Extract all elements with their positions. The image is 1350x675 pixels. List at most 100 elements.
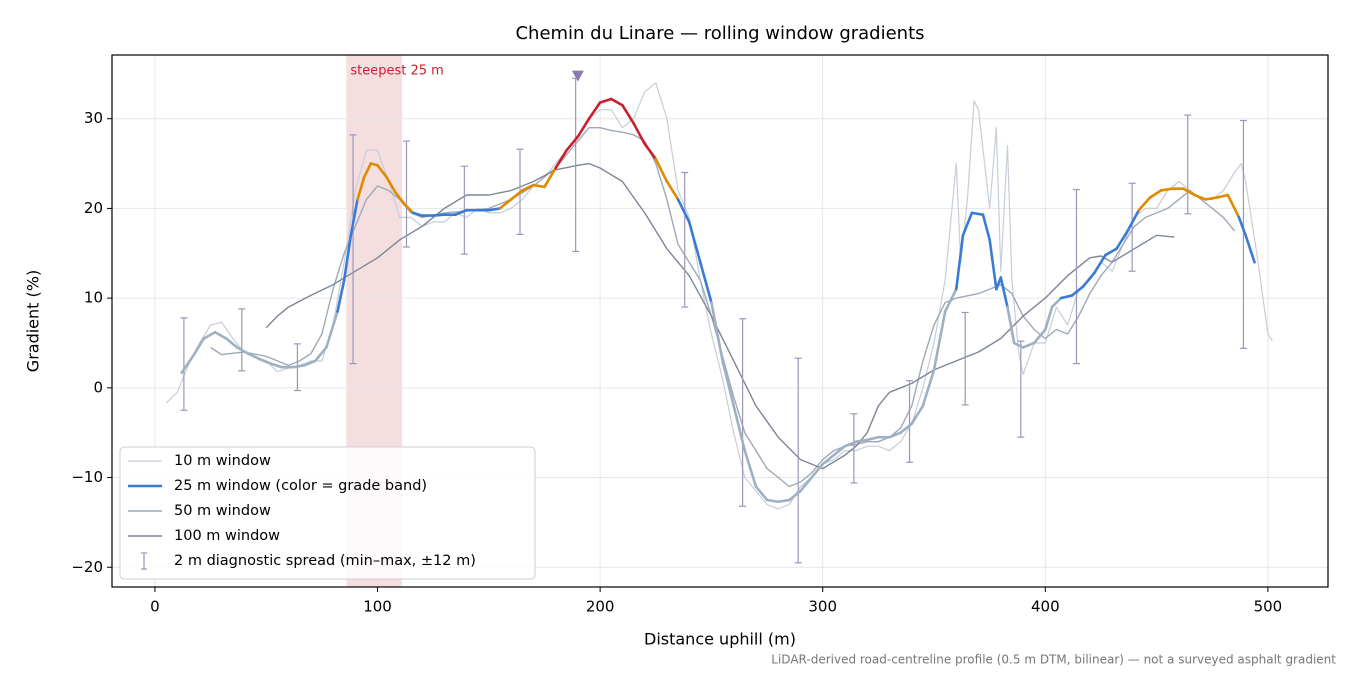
line-segment — [888, 431, 902, 439]
line-segment — [554, 148, 569, 170]
line-segment — [776, 498, 791, 504]
line-segment — [487, 207, 502, 212]
line-segment — [970, 211, 985, 216]
line-segment — [342, 234, 353, 282]
line-segment — [498, 198, 513, 210]
line-segment — [1182, 187, 1196, 197]
legend-label: 50 m window — [174, 503, 271, 519]
line-segment — [1006, 305, 1016, 345]
line-segment — [269, 362, 284, 369]
line-segment — [454, 208, 468, 216]
line-segment — [336, 278, 346, 313]
line-segment — [621, 103, 635, 125]
line-segment — [921, 368, 936, 408]
line-segment — [1244, 234, 1256, 264]
error-bar — [1239, 119, 1247, 349]
line-segment — [943, 287, 958, 313]
error-bar — [739, 318, 747, 507]
line-segment — [431, 213, 446, 217]
error-bar — [1128, 182, 1136, 272]
line-segment — [1021, 341, 1036, 349]
error-bar — [180, 317, 188, 411]
error-bar — [349, 134, 357, 365]
error-bar — [238, 308, 246, 372]
line-segment — [609, 97, 624, 107]
line-segment — [1032, 328, 1047, 345]
legend-label: 10 m window — [174, 453, 271, 469]
line-segment — [665, 180, 680, 201]
line-segment — [543, 166, 557, 189]
line-segment — [202, 330, 217, 340]
line-segment — [1059, 294, 1074, 300]
line-segment — [632, 121, 646, 146]
line-segment — [765, 498, 780, 504]
line-segment — [247, 352, 261, 361]
line-segment — [411, 211, 424, 217]
line-segment — [954, 234, 965, 291]
line-segment — [1012, 341, 1025, 349]
line-segment — [565, 135, 580, 152]
legend-box — [119, 446, 536, 580]
line-segment — [910, 404, 925, 426]
legend-label: 100 m window — [174, 528, 280, 544]
error-bar — [402, 140, 410, 248]
line-segment — [587, 101, 602, 120]
line-segment — [932, 310, 947, 372]
line-segment — [520, 183, 535, 192]
line-segment — [854, 438, 869, 443]
line-segment — [699, 260, 713, 304]
x-tick-label: 500 — [1254, 598, 1283, 616]
line-segment — [258, 357, 273, 365]
x-tick-label: 400 — [1031, 598, 1060, 616]
line-segment — [899, 422, 914, 434]
line-segment — [676, 198, 691, 224]
chart-title: Chemin du Linare — rolling window gradie… — [515, 23, 924, 44]
error-bar — [1072, 188, 1080, 365]
y-tick-label: 10 — [84, 289, 103, 307]
line-segment — [356, 175, 366, 201]
error-bar — [681, 171, 689, 308]
line-segment — [743, 449, 758, 488]
line-segment — [1204, 196, 1219, 201]
y-tick-label: −20 — [71, 558, 103, 576]
line-segment — [999, 276, 1009, 309]
line-segment — [1237, 216, 1247, 237]
legend-label: 25 m window (color = grade band) — [174, 478, 427, 494]
line-segment — [1115, 229, 1129, 251]
peak-marker — [571, 70, 584, 82]
line-segment — [313, 346, 328, 363]
line-segment — [402, 202, 415, 215]
line-segment — [224, 337, 239, 349]
line-segment — [810, 462, 825, 479]
line-segment — [788, 489, 802, 502]
line-segment — [394, 190, 406, 206]
plot-frame — [111, 54, 1329, 588]
line-segment — [349, 198, 359, 237]
x-tick-label: 0 — [150, 598, 160, 616]
line-segment — [1092, 253, 1107, 275]
y-tick-label: 0 — [93, 378, 103, 396]
error-bar — [1184, 114, 1192, 215]
line-segment — [236, 346, 250, 356]
line-segment — [1044, 305, 1054, 331]
line-segment — [1159, 187, 1174, 192]
line-segment — [291, 364, 306, 369]
line-segment — [687, 220, 702, 264]
x-tick-label: 100 — [363, 598, 392, 616]
line-segment — [721, 359, 735, 408]
line-segment — [754, 485, 769, 502]
line-segment — [1070, 285, 1085, 297]
line-segment — [710, 301, 724, 363]
line-segment — [180, 355, 195, 374]
line-segment — [654, 157, 669, 183]
error-bar — [794, 357, 802, 564]
line-segment — [1137, 196, 1152, 212]
line-segment — [1148, 189, 1163, 199]
error-bar — [1017, 340, 1025, 438]
y-axis-label: Gradient (%) — [24, 270, 43, 372]
line — [265, 162, 1175, 470]
line-segment — [1081, 271, 1096, 288]
line-segment — [576, 117, 591, 138]
highlight-label: steepest 25 m — [350, 64, 443, 79]
